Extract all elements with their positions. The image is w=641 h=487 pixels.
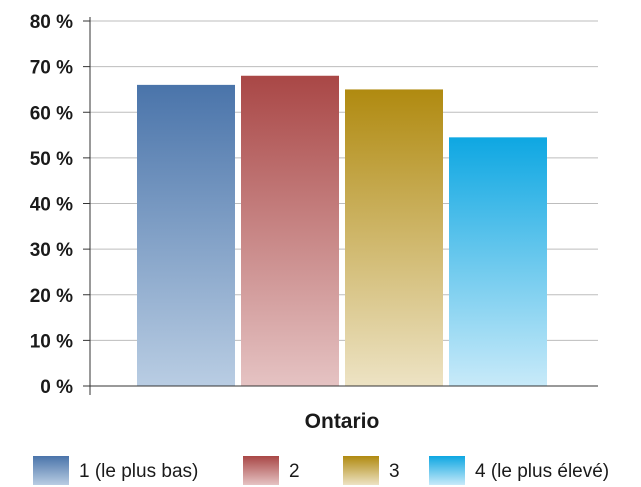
y-tick-label: 80 %: [30, 12, 73, 33]
bar-series-4: [449, 137, 547, 386]
bar-series-1: [137, 84, 235, 386]
bar-series-2: [241, 75, 339, 386]
legend-swatch: [429, 456, 465, 485]
bar-series-3: [345, 89, 443, 386]
y-axis: 0 % 10 % 20 % 30 % 40 % 50 % 60 % 70 % 80 %: [30, 12, 91, 398]
y-tick-label: 60 %: [30, 103, 73, 124]
y-tick-label: 20 %: [30, 286, 73, 307]
y-tick-label: 30 %: [30, 240, 73, 261]
bars: [137, 75, 547, 386]
y-tick-label: 40 %: [30, 195, 73, 216]
legend-swatch: [343, 456, 379, 485]
legend-label: 3: [389, 461, 400, 482]
y-tick-label: 0 %: [40, 377, 73, 398]
y-tick-label: 10 %: [30, 331, 73, 352]
y-tick-label: 70 %: [30, 58, 73, 79]
legend-swatch: [33, 456, 69, 485]
y-tick-label: 50 %: [30, 149, 73, 170]
x-axis: Ontario: [90, 385, 598, 433]
legend-label: 2: [289, 461, 300, 482]
legend: 1 (le plus bas) 2 3 4 (le plus élevé): [33, 456, 609, 485]
legend-label: 4 (le plus élevé): [475, 461, 609, 482]
x-category-label: Ontario: [305, 410, 380, 433]
legend-label: 1 (le plus bas): [79, 461, 198, 482]
legend-swatch: [243, 456, 279, 485]
